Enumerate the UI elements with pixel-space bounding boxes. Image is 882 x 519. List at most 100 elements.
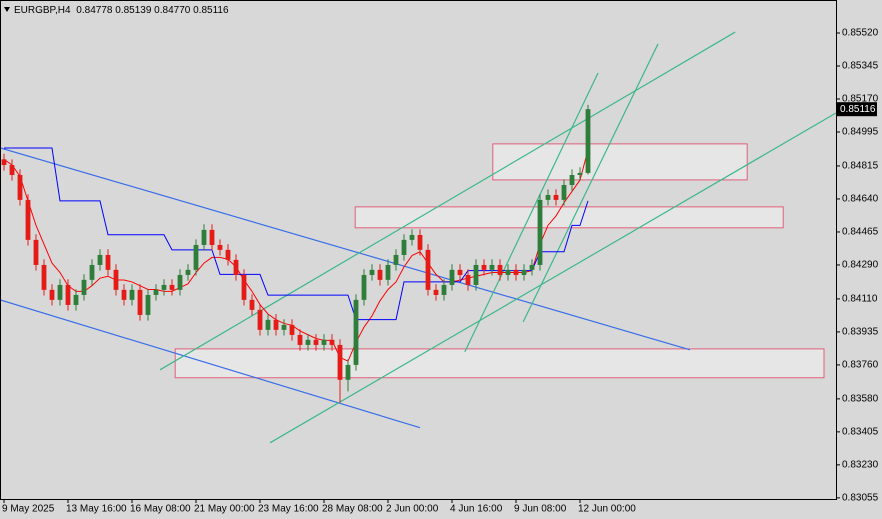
trendline bbox=[0, 147, 691, 351]
candle-body bbox=[553, 194, 559, 200]
candle-body bbox=[153, 289, 159, 295]
candle-body bbox=[33, 239, 39, 265]
candle-body bbox=[121, 289, 127, 300]
trendline bbox=[0, 299, 421, 429]
candle-body bbox=[513, 269, 519, 275]
candle-body bbox=[425, 249, 431, 290]
candle-body bbox=[489, 264, 495, 270]
candle-body bbox=[545, 194, 551, 200]
candle-body bbox=[385, 264, 391, 280]
candle-body bbox=[361, 274, 367, 300]
candle-body bbox=[329, 339, 335, 345]
trendline bbox=[269, 112, 837, 444]
x-tick-label: 12 Jun 00:00 bbox=[578, 504, 636, 515]
candle-body bbox=[97, 254, 103, 265]
y-tick-label: 0.85520 bbox=[842, 28, 879, 39]
trendline bbox=[464, 72, 599, 353]
candle-body bbox=[409, 234, 415, 240]
candle-body bbox=[393, 254, 399, 265]
candle-body bbox=[1, 159, 7, 166]
close-value: 0.85116 bbox=[193, 5, 229, 16]
candle-body bbox=[481, 264, 487, 270]
candle-body bbox=[561, 185, 567, 200]
candle-body bbox=[369, 269, 375, 275]
symbol: EURGBP,H4 bbox=[14, 5, 71, 16]
x-tick-label: 13 May 16:00 bbox=[66, 504, 127, 515]
candle-body bbox=[201, 229, 207, 245]
low-value: 0.84770 bbox=[154, 5, 191, 16]
candle-body bbox=[129, 289, 135, 300]
y-tick-label: 0.84640 bbox=[842, 194, 879, 205]
y-tick-label: 0.85170 bbox=[842, 94, 879, 105]
candle-body bbox=[241, 274, 247, 300]
price-tag bbox=[837, 102, 877, 117]
y-tick-label: 0.84995 bbox=[842, 127, 879, 138]
y-tick-label: 0.83760 bbox=[842, 360, 879, 371]
candle-body bbox=[449, 269, 455, 285]
candle-body bbox=[505, 269, 511, 275]
candle-body bbox=[537, 199, 543, 265]
price-tag-label: 0.85116 bbox=[840, 104, 876, 115]
y-tick-label: 0.83935 bbox=[842, 327, 879, 338]
candle-body bbox=[377, 269, 383, 280]
candle-body bbox=[41, 264, 47, 290]
candle-body bbox=[585, 109, 591, 173]
candle-body bbox=[473, 264, 479, 285]
candle-body bbox=[177, 274, 183, 290]
candle-body bbox=[249, 299, 255, 310]
candle-body bbox=[273, 319, 279, 330]
candle-body bbox=[353, 299, 359, 365]
candle-body bbox=[297, 334, 303, 345]
plot-border bbox=[0, 0, 837, 500]
candle-body bbox=[465, 274, 471, 285]
candle-body bbox=[233, 259, 239, 275]
candle-body bbox=[577, 172, 583, 176]
indicator-line bbox=[4, 147, 589, 321]
candle-body bbox=[145, 294, 151, 315]
header: EURGBP,H4 0.84778 0.85139 0.84770 0.8511… bbox=[14, 5, 229, 16]
candle-body bbox=[89, 264, 95, 280]
candle-body bbox=[169, 284, 175, 290]
candle-body bbox=[225, 249, 231, 260]
candle-body bbox=[345, 364, 351, 380]
x-tick-label: 4 Jun 16:00 bbox=[450, 504, 503, 515]
y-tick-label: 0.83405 bbox=[842, 427, 879, 438]
candle-body bbox=[193, 244, 199, 270]
candle-body bbox=[321, 339, 327, 345]
y-tick-label: 0.84290 bbox=[842, 260, 879, 271]
candle-body bbox=[217, 244, 223, 250]
x-tick-label: 9 Jun 08:00 bbox=[514, 504, 567, 515]
indicator-line bbox=[3, 149, 589, 362]
candle-body bbox=[289, 324, 295, 335]
candle-body bbox=[417, 234, 423, 250]
candle-body bbox=[529, 264, 535, 270]
candle-body bbox=[569, 175, 575, 186]
candle-body bbox=[313, 339, 319, 345]
menu-arrow bbox=[4, 7, 10, 12]
candle-body bbox=[521, 269, 527, 275]
y-tick-label: 0.84465 bbox=[842, 227, 879, 238]
y-tick-label: 0.84815 bbox=[842, 161, 879, 172]
open-value: 0.84778 bbox=[76, 5, 113, 16]
candle-body bbox=[401, 239, 407, 255]
candle-body bbox=[281, 324, 287, 330]
candle-body bbox=[9, 165, 15, 176]
candle-body bbox=[65, 284, 71, 305]
candle-body bbox=[185, 269, 191, 275]
x-tick-label: 21 May 00:00 bbox=[194, 504, 255, 515]
candle-body bbox=[209, 229, 215, 245]
candle-body bbox=[17, 175, 23, 200]
y-tick-label: 0.83230 bbox=[842, 460, 879, 471]
candle-body bbox=[337, 344, 343, 380]
candle-body bbox=[81, 279, 87, 295]
candle-body bbox=[25, 199, 31, 240]
plot-area bbox=[0, 31, 837, 444]
x-tick-label: 16 May 08:00 bbox=[130, 504, 191, 515]
trendline bbox=[159, 31, 736, 371]
y-tick-label: 0.83055 bbox=[842, 493, 879, 504]
x-tick-label: 2 Jun 00:00 bbox=[386, 504, 439, 515]
candle-body bbox=[113, 269, 119, 290]
y-tick-label: 0.85345 bbox=[842, 61, 879, 72]
y-tick-label: 0.84110 bbox=[842, 294, 878, 305]
